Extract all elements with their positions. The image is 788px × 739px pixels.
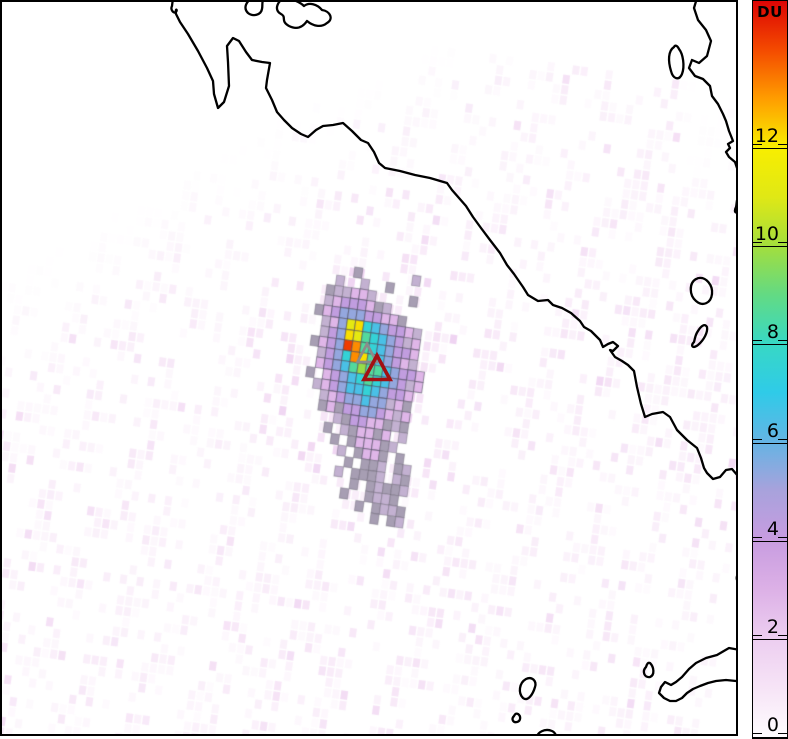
colorbar-tick-mark <box>753 242 762 244</box>
colorbar-tick-mark <box>778 340 787 342</box>
colorbar-tick-label: 4 <box>766 517 779 540</box>
colorbar-tick-label: 0 <box>766 714 779 736</box>
map-panel <box>0 0 738 736</box>
colorbar-tick-mark <box>778 733 787 734</box>
colorbar-tick-line <box>753 344 787 346</box>
colorbar-tick-mark <box>753 733 762 734</box>
coastline-paths <box>170 0 738 736</box>
colorbar-tick-mark <box>778 438 787 440</box>
volcano-marker-red-triangle <box>360 351 394 382</box>
colorbar-tick-mark <box>778 536 787 538</box>
colorbar-tick-label: 8 <box>766 321 779 344</box>
colorbar-tick-label: 2 <box>766 615 779 638</box>
colorbar-tick-line <box>753 540 787 542</box>
colorbar-tick-line <box>753 442 787 444</box>
colorbar-tick-mark <box>753 144 762 146</box>
colorbar-tick-line <box>753 737 787 738</box>
map-frame <box>0 0 738 736</box>
volcano-marker-gray-triangle <box>355 341 379 364</box>
colorbar-tick-mark <box>778 242 787 244</box>
colorbar-tick-mark <box>778 144 787 146</box>
colorbar-unit-label: DU <box>757 3 783 21</box>
colorbar-tick-label: 12 <box>754 125 779 148</box>
colorbar-tick-mark <box>753 634 762 636</box>
colorbar-tick-mark <box>753 438 762 440</box>
colorbar-tick-line <box>753 638 787 640</box>
colorbar: DU 0 2 4 6 8 10 12 <box>752 0 788 739</box>
colorbar-tick-line <box>753 148 787 150</box>
colorbar-tick-mark <box>753 340 762 342</box>
coastline-overlay <box>0 0 738 736</box>
colorbar-tick-mark <box>753 536 762 538</box>
colorbar-tick-mark <box>778 634 787 636</box>
colorbar-tick-label: 6 <box>766 419 779 442</box>
colorbar-tick-label: 10 <box>754 223 779 246</box>
colorbar-tick-line <box>753 246 787 248</box>
